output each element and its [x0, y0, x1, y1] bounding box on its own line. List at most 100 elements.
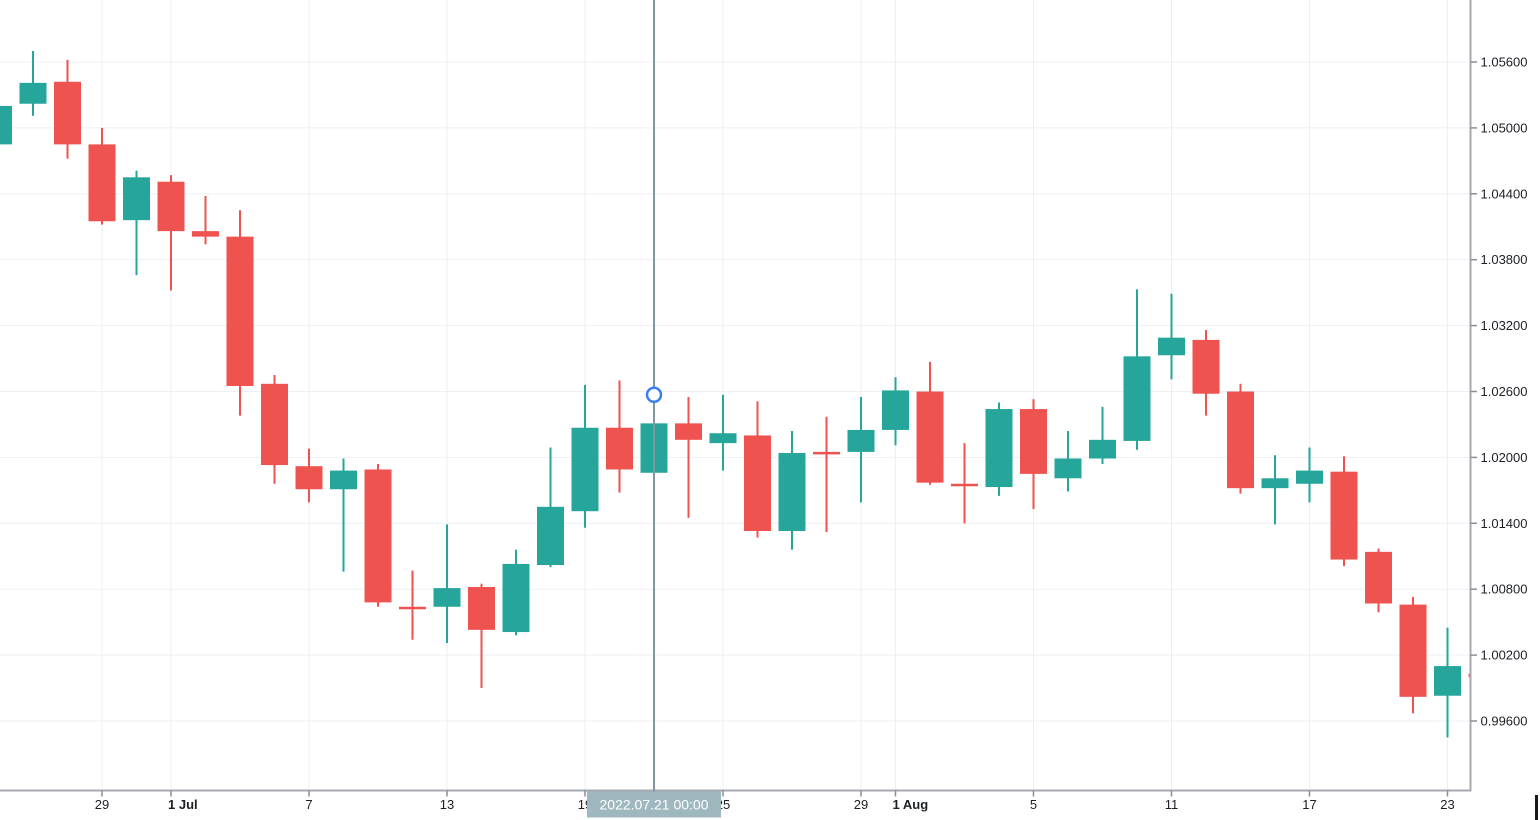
candle-body-down — [1330, 471, 1358, 560]
candle-jul-12[interactable] — [399, 570, 426, 640]
time-label: 23 — [1440, 797, 1454, 812]
candle-jul-27[interactable] — [778, 431, 806, 550]
candle-aug-18[interactable] — [1330, 456, 1358, 567]
price-scale[interactable]: 1.05600 1.05000 1.04400 1.03800 1.03200 1.026… — [1481, 55, 1528, 729]
candle-jul-7[interactable] — [295, 448, 323, 503]
candle-body-up — [709, 433, 737, 444]
candle-body-up — [19, 82, 47, 104]
candle-jun-30[interactable] — [123, 170, 150, 276]
candle-body-up — [778, 453, 806, 531]
candle-jun-27[interactable] — [19, 51, 47, 116]
candle-aug-8[interactable] — [1054, 431, 1082, 492]
candle-body-down — [399, 606, 426, 610]
candle-body-down — [295, 466, 323, 490]
candle-aug-19[interactable] — [1365, 548, 1392, 613]
candle-body-up — [123, 177, 150, 221]
candle-jul-26[interactable] — [744, 401, 771, 538]
candle-jul-19[interactable] — [571, 384, 599, 528]
candle-aug-15[interactable] — [1227, 383, 1254, 494]
candle-body-up — [330, 470, 357, 490]
candle-body-up — [1261, 478, 1289, 489]
crosshair-time-badge: 2022.07.21 00:00 — [587, 791, 721, 818]
crosshair-badge-background — [587, 791, 721, 818]
price-label: 1.05600 — [1481, 55, 1528, 70]
candle-aug-12[interactable] — [1192, 329, 1220, 416]
candle-aug-16[interactable] — [1261, 455, 1289, 525]
price-label: 1.02600 — [1481, 384, 1528, 399]
candle-body-down — [916, 391, 944, 483]
candle-body-down — [261, 383, 288, 466]
time-label: 29 — [95, 797, 109, 812]
candle-aug-22[interactable] — [1399, 596, 1427, 714]
selection-marker-circle[interactable] — [645, 386, 663, 404]
candle-aug-1[interactable] — [882, 377, 909, 446]
candle-jul-14[interactable] — [468, 583, 495, 689]
candle-jul-6[interactable] — [261, 375, 288, 484]
candle-body-up — [433, 588, 461, 607]
candle-body-down — [1468, 673, 1471, 678]
candle-jul-5[interactable] — [226, 210, 254, 416]
candle-jul-1[interactable] — [157, 175, 185, 291]
candle-jul-11[interactable] — [364, 463, 392, 607]
candle-body-up — [1089, 439, 1116, 459]
candle-jul-18[interactable] — [537, 447, 564, 568]
candle-jul-8[interactable] — [330, 458, 357, 572]
candle-jul-29[interactable] — [847, 396, 875, 503]
candle-aug-24[interactable] — [1468, 673, 1496, 678]
candle-body-up — [502, 563, 530, 633]
candle-aug-17[interactable] — [1296, 447, 1323, 503]
price-label: 1.00200 — [1481, 648, 1528, 663]
candle-jul-25[interactable] — [709, 394, 737, 471]
time-scale[interactable]: 29 1 Jul 7 13 19 25 29 1 Aug 5 11 17 23 — [95, 797, 1455, 812]
candle-body-down — [1227, 391, 1254, 489]
price-label: 1.04400 — [1481, 186, 1528, 201]
candle-aug-10[interactable] — [1123, 289, 1151, 450]
candle-aug-5[interactable] — [1020, 399, 1047, 510]
candle-body-down — [157, 181, 185, 232]
candle-body-up — [1434, 666, 1461, 696]
candle-body-down — [468, 587, 495, 630]
candle-jul-28[interactable] — [813, 416, 840, 533]
candle-aug-3[interactable] — [951, 443, 978, 524]
gridlines — [0, 0, 1471, 791]
candle-jun-24[interactable] — [0, 105, 12, 145]
candles-layer — [0, 51, 1496, 738]
candle-aug-4[interactable] — [985, 402, 1013, 496]
candle-jul-4[interactable] — [192, 195, 219, 245]
time-label: 7 — [305, 797, 312, 812]
candle-aug-9[interactable] — [1089, 406, 1116, 464]
candle-body-up — [537, 506, 564, 566]
candle-body-up — [0, 105, 12, 145]
candle-jul-13[interactable] — [433, 524, 461, 644]
candle-body-up — [882, 390, 909, 430]
candle-aug-11[interactable] — [1158, 293, 1185, 380]
candle-body-up — [847, 429, 875, 452]
time-label: 17 — [1302, 797, 1316, 812]
candle-body-down — [226, 236, 254, 387]
candle-body-down — [1399, 604, 1427, 697]
axes — [0, 0, 1477, 797]
candle-body-down — [606, 427, 633, 470]
candle-body-up — [1054, 458, 1082, 479]
candle-jun-28[interactable] — [54, 59, 81, 159]
candle-body-down — [675, 423, 702, 440]
candle-body-down — [951, 483, 978, 487]
candle-jun-29[interactable] — [88, 127, 116, 225]
price-label: 1.01400 — [1481, 516, 1528, 531]
candle-body-up — [985, 409, 1013, 488]
price-label: 1.03800 — [1481, 252, 1528, 267]
candle-jul-22[interactable] — [675, 396, 702, 518]
candle-jul-20[interactable] — [606, 380, 633, 493]
candle-body-down — [813, 451, 840, 455]
candle-aug-2[interactable] — [916, 361, 944, 485]
candle-aug-23[interactable] — [1434, 627, 1461, 738]
time-label: 13 — [440, 797, 454, 812]
price-label: 1.05000 — [1481, 120, 1528, 135]
candle-body-up — [571, 427, 599, 512]
corner-scroll-handle — [1535, 795, 1538, 820]
candle-body-up — [1158, 337, 1185, 356]
candle-body-up — [1123, 356, 1151, 441]
candle-jul-15[interactable] — [502, 549, 530, 636]
